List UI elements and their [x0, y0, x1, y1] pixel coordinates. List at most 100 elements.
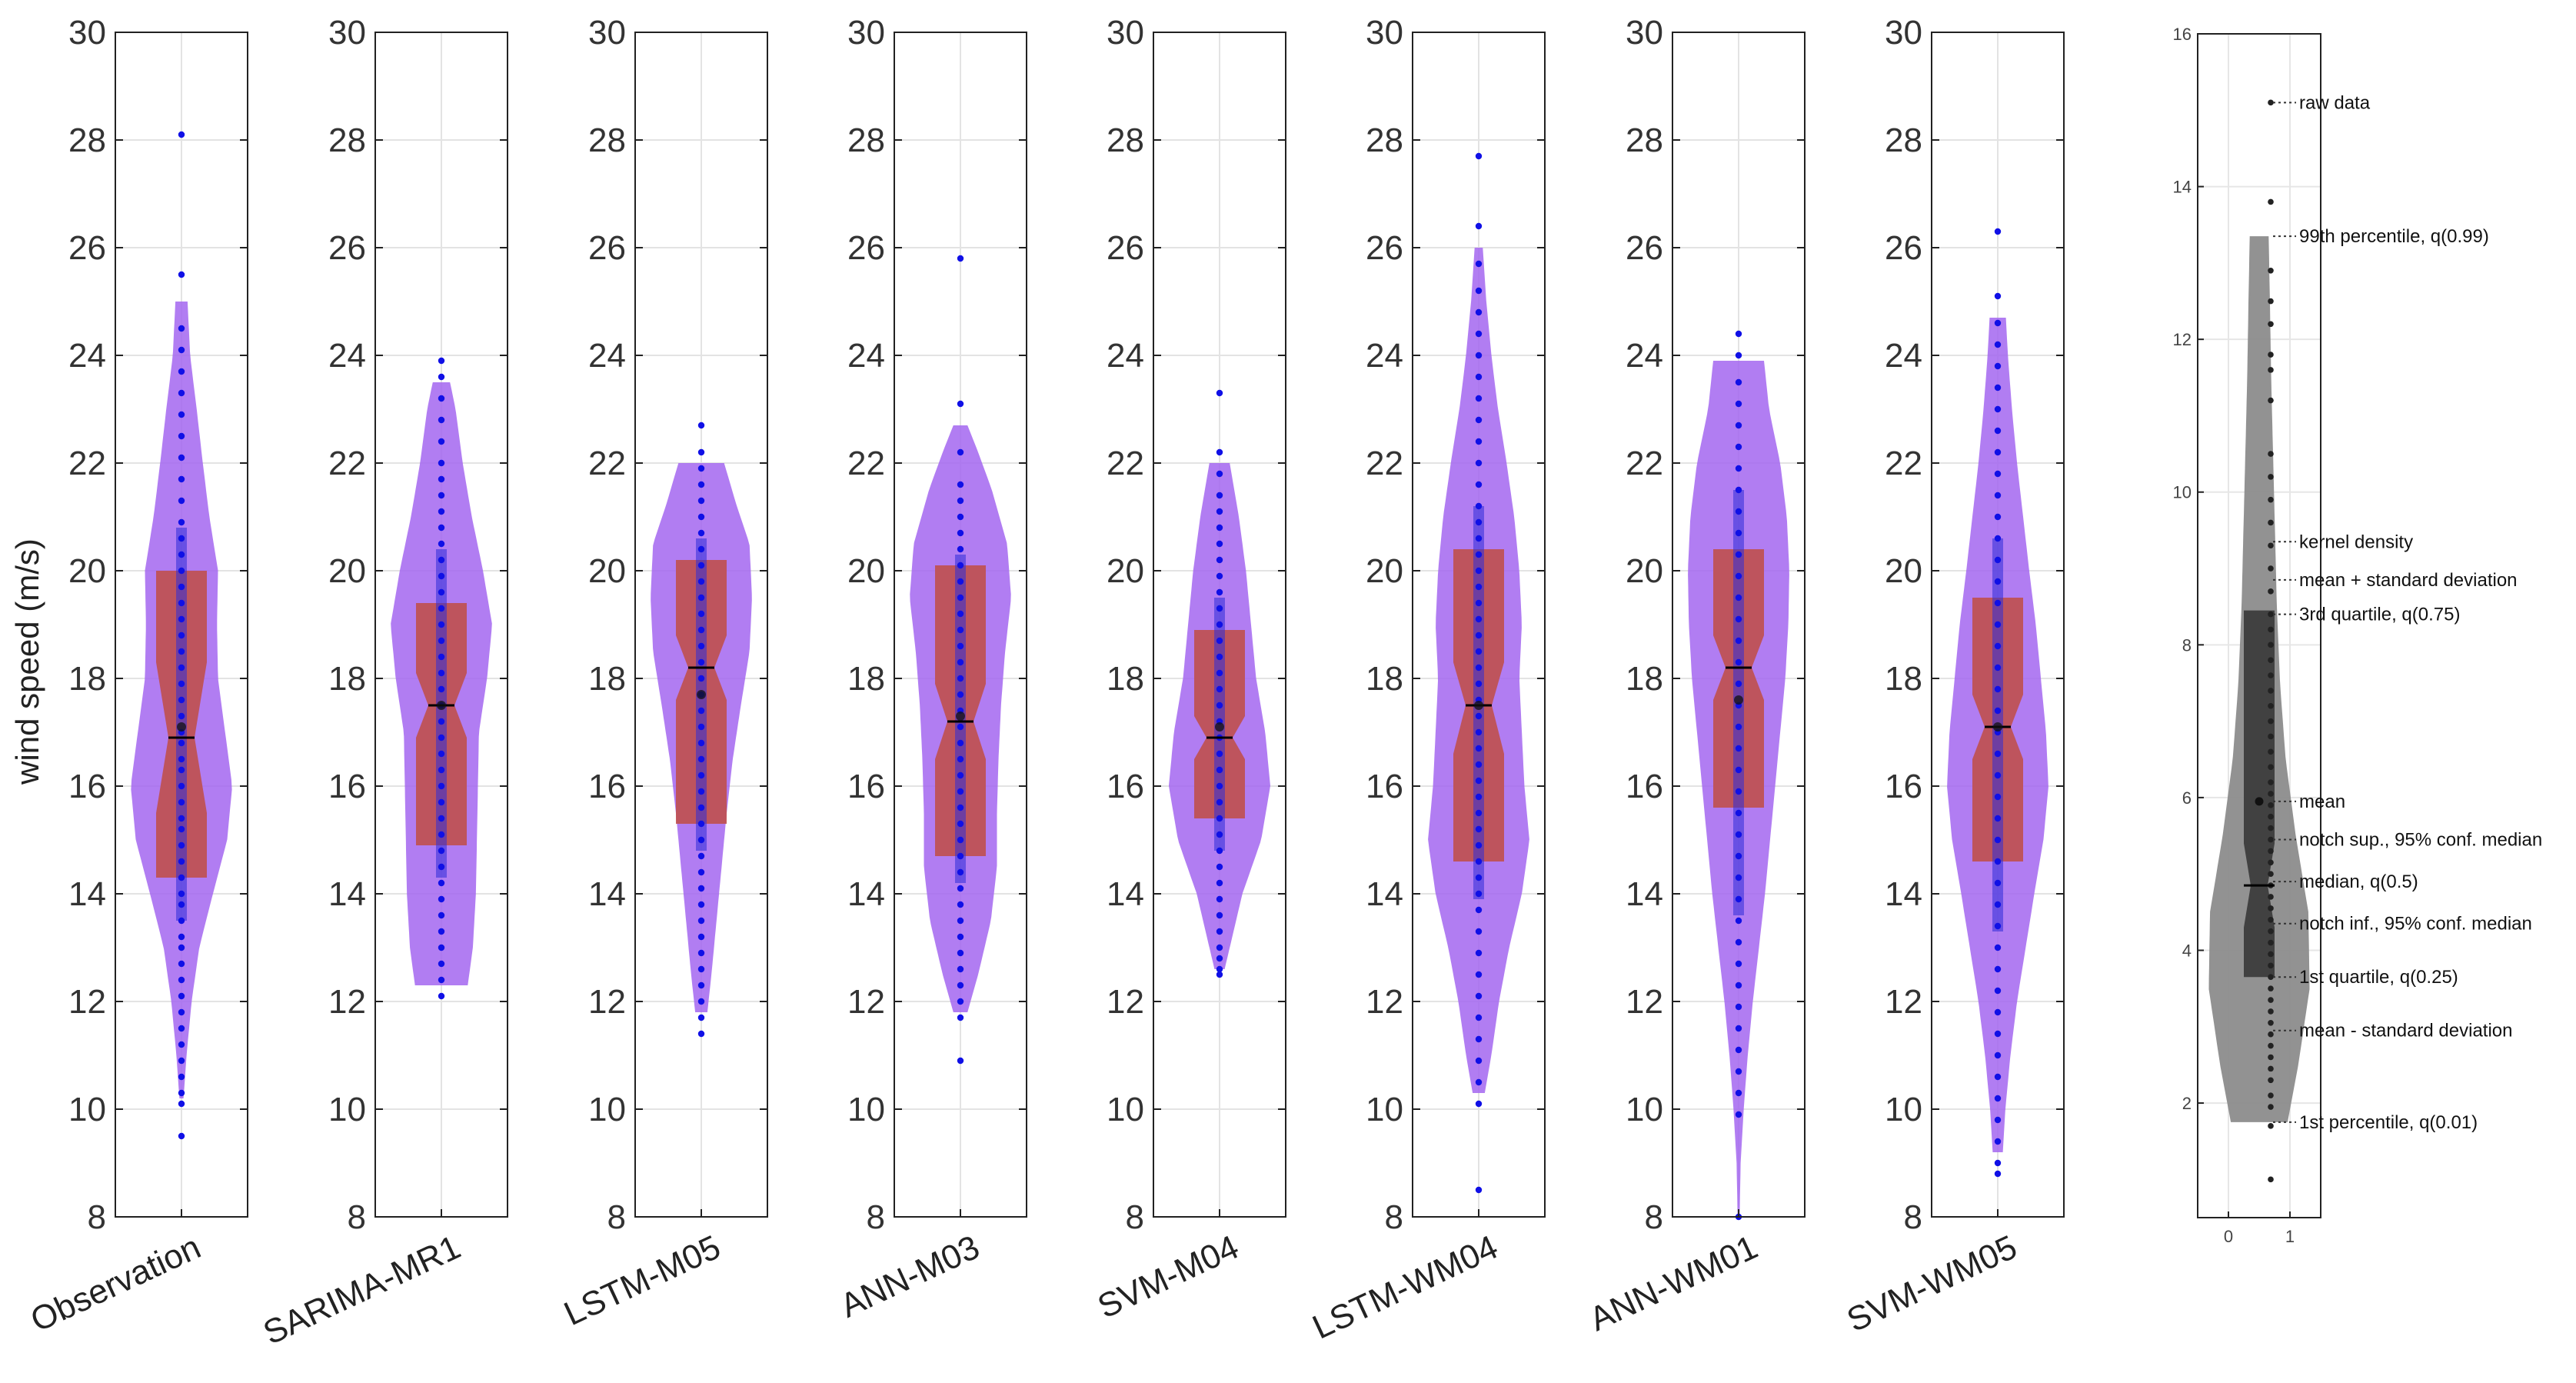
y-tick-label: 10: [588, 1091, 626, 1128]
raw-data-point: [1216, 572, 1223, 580]
y-tick-label: 18: [68, 660, 106, 698]
raw-data-point: [957, 610, 964, 618]
raw-data-point: [438, 653, 445, 661]
x-tick-label: LSTM-WM04: [1307, 1228, 1504, 1347]
y-tick-label: 14: [588, 875, 626, 913]
raw-data-point: [178, 432, 185, 440]
raw-data-point: [1475, 841, 1483, 849]
raw-data-point: [178, 1100, 185, 1108]
raw-data-point: [1216, 524, 1223, 532]
raw-data-point: [438, 395, 445, 402]
raw-data-point: [1994, 513, 2002, 521]
y-tick-label: 22: [1366, 445, 1403, 482]
y-tick-label: 26: [68, 229, 106, 267]
legend-y-tick-label: 6: [2182, 788, 2192, 808]
raw-data-point: [697, 1030, 705, 1038]
y-tick-label: 10: [1107, 1091, 1144, 1128]
raw-data-point: [178, 917, 185, 925]
legend-y-tick-label: 14: [2173, 178, 2192, 197]
y-tick-label: 16: [328, 768, 366, 805]
raw-data-point: [1994, 448, 2002, 456]
y-tick-label: 22: [1107, 445, 1144, 482]
raw-data-point: [1994, 341, 2002, 348]
legend-raw-data-point: [2268, 688, 2274, 694]
annotation-label: mean - standard deviation: [2299, 1021, 2513, 1041]
y-tick-label: 28: [68, 122, 106, 159]
legend-raw-data-point: [2268, 894, 2274, 900]
annotation-label: mean + standard deviation: [2299, 570, 2518, 591]
raw-data-point: [1216, 944, 1223, 951]
raw-data-point: [438, 605, 445, 612]
raw-data-point: [1475, 809, 1483, 817]
y-tick-label: 12: [1626, 983, 1663, 1021]
legend-raw-data-point: [2268, 871, 2274, 877]
raw-data-point: [1994, 535, 2002, 542]
raw-data-point: [1994, 793, 2002, 801]
y-tick-label: 10: [1885, 1091, 1922, 1128]
y-tick-label: 16: [1366, 768, 1403, 805]
raw-data-point: [1994, 858, 2002, 865]
raw-data-point: [178, 411, 185, 418]
raw-data-point: [178, 615, 185, 623]
panel-lstm-wm04: 8 10 12 14 16 18 20 22 24 26 28 30 LSTM-WM04: [1307, 14, 1546, 1347]
raw-data-point: [1475, 712, 1483, 720]
raw-data-point: [1475, 287, 1483, 295]
raw-data-point: [957, 691, 964, 698]
legend-raw-data-point: [2268, 813, 2274, 820]
raw-data-point: [1994, 1073, 2002, 1081]
legend-raw-data-point: [2268, 1077, 2274, 1084]
raw-data-point: [957, 885, 964, 892]
y-tick-label: 10: [1626, 1091, 1663, 1128]
raw-data-point: [178, 1057, 185, 1065]
legend-raw-data-point: [2268, 99, 2274, 106]
panel-lstm-m05: 8 10 12 14 16 18 20 22 24 26 28 30 LSTM-M05: [558, 14, 768, 1333]
raw-data-point: [1216, 895, 1223, 903]
legend-raw-data-point: [2268, 702, 2274, 709]
y-tick-label: 8: [1645, 1198, 1663, 1236]
raw-data-point: [178, 1041, 185, 1048]
raw-data-point: [697, 610, 705, 618]
panel-ann-m03: 8 10 12 14 16 18 20 22 24 26 28 30 ANN-M03: [834, 14, 1027, 1325]
raw-data-point: [178, 271, 185, 278]
raw-data-point: [957, 545, 964, 553]
raw-data-point: [1475, 949, 1483, 957]
raw-data-point: [438, 416, 445, 424]
y-tick-label: 14: [1366, 875, 1403, 913]
annotation-label: kernel density: [2299, 532, 2413, 552]
raw-data-point: [1475, 260, 1483, 268]
raw-data-point: [438, 798, 445, 806]
raw-data-point: [438, 669, 445, 677]
legend-raw-data-point: [2268, 779, 2274, 785]
annotation-label: median, q(0.5): [2299, 871, 2418, 892]
y-tick-label: 30: [847, 14, 885, 52]
y-tick-label: 12: [847, 983, 885, 1021]
raw-data-point: [178, 1008, 185, 1016]
raw-data-point: [957, 626, 964, 634]
raw-data-point: [1475, 615, 1483, 623]
raw-data-point: [1994, 621, 2002, 628]
raw-data-point: [1735, 1068, 1742, 1075]
y-tick-label: 12: [68, 983, 106, 1021]
raw-data-point: [697, 965, 705, 973]
y-tick-label: 8: [348, 1198, 366, 1236]
legend-raw-data-point: [2268, 657, 2274, 663]
raw-data-point: [1216, 637, 1223, 645]
raw-data-point: [1735, 874, 1742, 881]
raw-data-point: [697, 771, 705, 779]
raw-data-point: [1735, 330, 1742, 338]
y-tick-label: 8: [607, 1198, 626, 1236]
legend-raw-data-point: [2268, 974, 2274, 981]
legend-raw-data-point: [2268, 764, 2274, 770]
raw-data-point: [438, 572, 445, 580]
y-tick-label: 28: [1107, 122, 1144, 159]
raw-data-point: [1475, 890, 1483, 898]
raw-data-point: [1735, 852, 1742, 860]
y-tick-label: 20: [1366, 552, 1403, 590]
raw-data-point: [1216, 955, 1223, 962]
y-tick-label: 10: [847, 1091, 885, 1128]
raw-data-point: [1735, 400, 1742, 408]
y-tick-label: 26: [588, 229, 626, 267]
mean-marker: [697, 690, 706, 699]
raw-data-point: [438, 475, 445, 483]
y-tick-label: 26: [1885, 229, 1922, 267]
